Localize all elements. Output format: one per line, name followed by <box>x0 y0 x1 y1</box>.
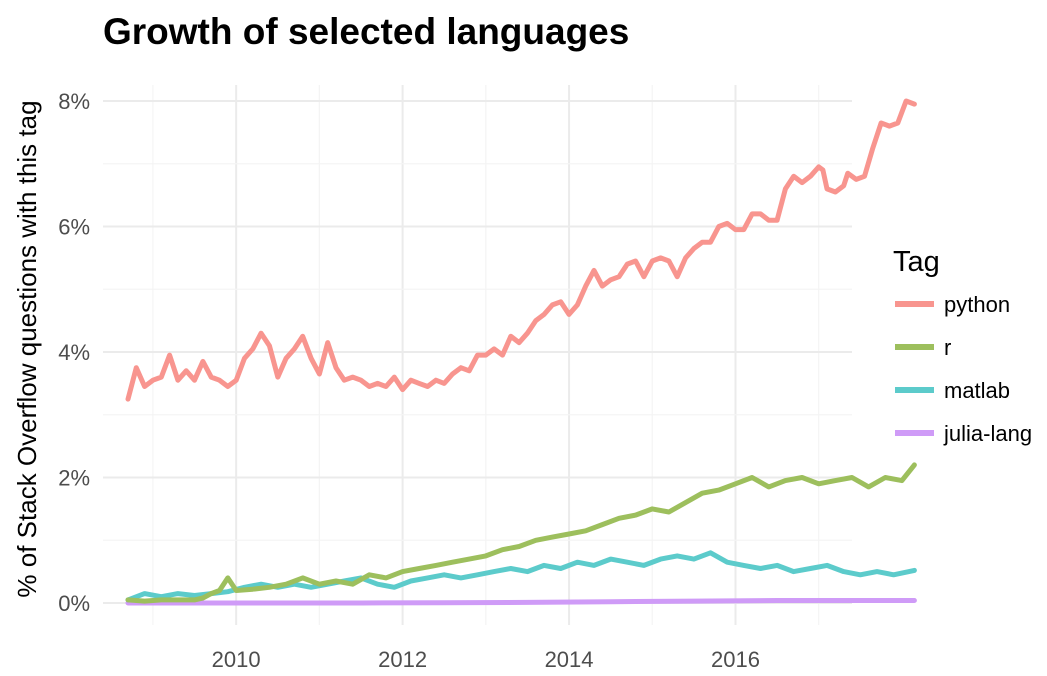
y-tick-label: 6% <box>58 215 90 240</box>
legend-label-julia-lang: julia-lang <box>943 421 1032 446</box>
series-line-julia-lang <box>125 598 917 606</box>
legend-label-matlab: matlab <box>944 378 1010 403</box>
chart-title: Growth of selected languages <box>103 11 629 52</box>
y-axis-ticks: 0% 2% 4% 6% 8% <box>58 89 90 616</box>
legend-title: Tag <box>893 246 940 278</box>
x-tick-label: 2012 <box>378 647 427 672</box>
x-axis-ticks: 2010 2012 2014 2016 <box>212 647 760 672</box>
x-tick-label: 2010 <box>212 647 261 672</box>
legend-label-r: r <box>944 335 951 360</box>
y-tick-label: 8% <box>58 89 90 114</box>
x-tick-label: 2016 <box>711 647 760 672</box>
y-tick-label: 0% <box>58 591 90 616</box>
legend-label-python: python <box>944 292 1010 317</box>
y-tick-label: 4% <box>58 340 90 365</box>
series-line-r <box>125 462 917 604</box>
series-line-python <box>125 98 917 402</box>
x-tick-label: 2014 <box>545 647 594 672</box>
series-line-matlab <box>125 550 917 603</box>
y-axis-label: % of Stack Overflow questions with this … <box>12 100 42 597</box>
series-lines <box>125 98 917 606</box>
y-tick-label: 2% <box>58 466 90 491</box>
legend: Tag python r matlab julia-lang <box>893 246 1032 446</box>
